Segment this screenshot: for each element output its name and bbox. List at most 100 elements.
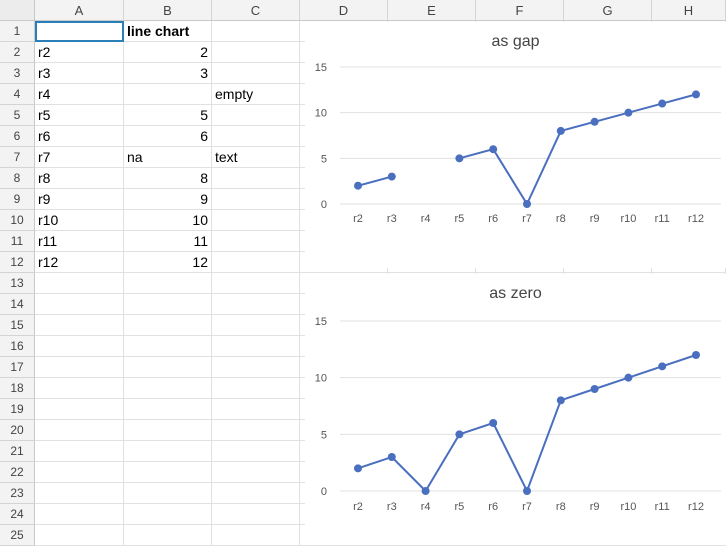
- cell-c4[interactable]: empty: [212, 84, 300, 105]
- cell-b18[interactable]: [124, 378, 212, 399]
- cell-a15[interactable]: [35, 315, 124, 336]
- column-header-g[interactable]: G: [564, 0, 652, 21]
- column-header-h[interactable]: H: [652, 0, 726, 21]
- cell-a18[interactable]: [35, 378, 124, 399]
- cell-a25[interactable]: [35, 525, 124, 546]
- row-header-13[interactable]: 13: [0, 273, 35, 294]
- row-header-14[interactable]: 14: [0, 294, 35, 315]
- cell-c11[interactable]: [212, 231, 300, 252]
- cell-a1[interactable]: [35, 21, 124, 42]
- row-header-19[interactable]: 19: [0, 399, 35, 420]
- cell-a17[interactable]: [35, 357, 124, 378]
- cell-b16[interactable]: [124, 336, 212, 357]
- row-header-9[interactable]: 9: [0, 189, 35, 210]
- cell-c9[interactable]: [212, 189, 300, 210]
- cell-c24[interactable]: [212, 504, 300, 525]
- cell-b8[interactable]: 8: [124, 168, 212, 189]
- cell-a6[interactable]: r6: [35, 126, 124, 147]
- cell-a21[interactable]: [35, 441, 124, 462]
- cell-b1[interactable]: line chart: [124, 21, 212, 42]
- cell-b22[interactable]: [124, 462, 212, 483]
- cell-b21[interactable]: [124, 441, 212, 462]
- cell-c7[interactable]: text: [212, 147, 300, 168]
- row-header-15[interactable]: 15: [0, 315, 35, 336]
- data-point-r5[interactable]: [455, 430, 464, 439]
- cell-c5[interactable]: [212, 105, 300, 126]
- chart-as-zero[interactable]: as zero 0 5 10 15 r2 r3 r4 r5 r6 r7 r8 r9 r10 r11 r12: [305, 274, 726, 545]
- cell-a16[interactable]: [35, 336, 124, 357]
- cell-a12[interactable]: r12: [35, 252, 124, 273]
- cell-b12[interactable]: 12: [124, 252, 212, 273]
- data-point-r12[interactable]: [692, 351, 700, 359]
- data-point-r8[interactable]: [556, 126, 565, 135]
- row-header-18[interactable]: 18: [0, 378, 35, 399]
- data-point-r3[interactable]: [387, 453, 396, 461]
- cell-b23[interactable]: [124, 483, 212, 504]
- column-header-d[interactable]: D: [300, 0, 388, 21]
- row-header-1[interactable]: 1: [0, 21, 35, 42]
- cell-a2[interactable]: r2: [35, 42, 124, 63]
- cell-c20[interactable]: [212, 420, 300, 441]
- cell-c22[interactable]: [212, 462, 300, 483]
- row-header-6[interactable]: 6: [0, 126, 35, 147]
- cell-b19[interactable]: [124, 399, 212, 420]
- cell-b14[interactable]: [124, 294, 212, 315]
- cell-b2[interactable]: 2: [124, 42, 212, 63]
- cell-b3[interactable]: 3: [124, 63, 212, 84]
- cell-c25[interactable]: [212, 525, 300, 546]
- row-header-3[interactable]: 3: [0, 63, 35, 84]
- cell-b20[interactable]: [124, 420, 212, 441]
- cell-a20[interactable]: [35, 420, 124, 441]
- cell-c19[interactable]: [212, 399, 300, 420]
- cell-c6[interactable]: [212, 126, 300, 147]
- select-all-corner[interactable]: [0, 0, 35, 21]
- cell-a24[interactable]: [35, 504, 124, 525]
- row-header-23[interactable]: 23: [0, 483, 35, 504]
- data-point-r3[interactable]: [387, 172, 396, 181]
- data-point-r9[interactable]: [590, 117, 599, 126]
- column-header-e[interactable]: E: [388, 0, 476, 21]
- row-header-5[interactable]: 5: [0, 105, 35, 126]
- cell-c17[interactable]: [212, 357, 300, 378]
- cell-b4[interactable]: [124, 84, 212, 105]
- data-point-r2[interactable]: [354, 181, 362, 190]
- data-point-r11[interactable]: [658, 99, 667, 108]
- cell-a9[interactable]: r9: [35, 189, 124, 210]
- cell-a10[interactable]: r10: [35, 210, 124, 231]
- column-header-a[interactable]: A: [35, 0, 124, 21]
- cell-c12[interactable]: [212, 252, 300, 273]
- cell-c2[interactable]: [212, 42, 300, 63]
- cell-c14[interactable]: [212, 294, 300, 315]
- data-point-r5[interactable]: [455, 154, 464, 163]
- data-point-r10[interactable]: [624, 108, 633, 117]
- cell-c1[interactable]: [212, 21, 300, 42]
- cell-b10[interactable]: 10: [124, 210, 212, 231]
- cell-c16[interactable]: [212, 336, 300, 357]
- data-point-r8[interactable]: [556, 396, 565, 405]
- data-point-r2[interactable]: [354, 464, 362, 473]
- cell-b13[interactable]: [124, 273, 212, 294]
- cell-a19[interactable]: [35, 399, 124, 420]
- data-point-r7[interactable]: [523, 200, 531, 208]
- cell-a22[interactable]: [35, 462, 124, 483]
- cell-a11[interactable]: r11: [35, 231, 124, 252]
- cell-a4[interactable]: r4: [35, 84, 124, 105]
- cell-a7[interactable]: r7: [35, 147, 124, 168]
- data-point-r9[interactable]: [590, 385, 599, 393]
- row-header-10[interactable]: 10: [0, 210, 35, 231]
- row-header-20[interactable]: 20: [0, 420, 35, 441]
- row-header-2[interactable]: 2: [0, 42, 35, 63]
- cell-c18[interactable]: [212, 378, 300, 399]
- cell-c23[interactable]: [212, 483, 300, 504]
- data-point-r12[interactable]: [692, 90, 700, 99]
- cell-c21[interactable]: [212, 441, 300, 462]
- row-header-24[interactable]: 24: [0, 504, 35, 525]
- cell-a5[interactable]: r5: [35, 105, 124, 126]
- cell-a13[interactable]: [35, 273, 124, 294]
- column-header-b[interactable]: B: [124, 0, 212, 21]
- data-point-r6[interactable]: [489, 419, 498, 427]
- column-header-f[interactable]: F: [476, 0, 564, 21]
- data-point-r7[interactable]: [523, 487, 531, 495]
- row-header-17[interactable]: 17: [0, 357, 35, 378]
- cell-c8[interactable]: [212, 168, 300, 189]
